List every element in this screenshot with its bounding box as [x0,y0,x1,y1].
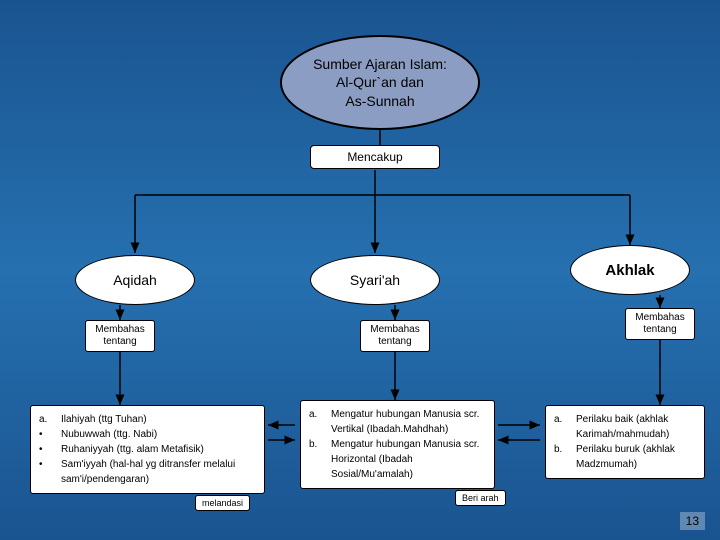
box-akhlak: a.Perilaku baik (akhlak Karimah/mahmudah… [545,405,705,479]
label-1: Membahas tentang [85,320,155,352]
connector-label: Mencakup [310,145,440,169]
small-melandasi: melandasi [195,495,250,511]
label-3: Membahas tentang [625,308,695,340]
root-node: Sumber Ajaran Islam: Al-Qur`an dan As-Sunn… [280,35,480,130]
box-syariah: a.Mengatur hubungan Manusia scr. Vertika… [300,400,495,489]
root-l3: As-Sunnah [345,93,414,109]
root-l1: Sumber Ajaran Islam: [313,56,447,72]
branch-syariah: Syari'ah [310,255,440,305]
small-beriarah: Beri arah [455,490,506,506]
root-l2: Al-Qur`an dan [336,74,424,90]
branch-akhlak: Akhlak [570,245,690,295]
page-number: 13 [680,512,705,530]
label-2: Membahas tentang [360,320,430,352]
branch-aqidah: Aqidah [75,255,195,305]
box-aqidah: a.Ilahiyah (ttg Tuhan) •Nubuwwah (ttg. N… [30,405,265,494]
